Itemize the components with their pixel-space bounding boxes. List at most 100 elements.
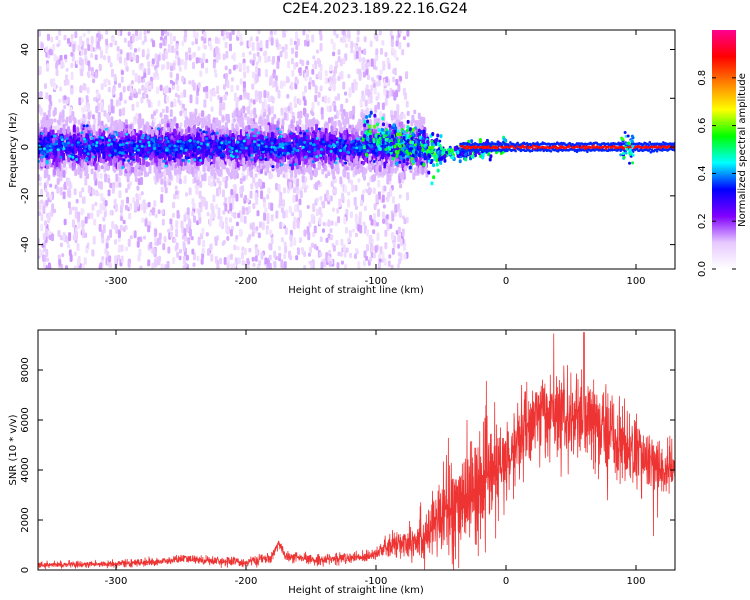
spectrogram-point: [347, 191, 351, 196]
spectrogram-point: [249, 59, 253, 64]
spectrogram-point: [251, 71, 255, 79]
spectrogram-point: [167, 44, 171, 53]
spectrogram-point: [153, 200, 157, 208]
spectrogram-point: [251, 42, 255, 52]
spectrogram-point: [311, 34, 315, 43]
spectrogram-point: [165, 95, 169, 103]
spectrogram-point: [151, 39, 155, 48]
spectrogram-point: [394, 204, 398, 214]
spectrogram-point: [71, 111, 75, 117]
spectrogram-point: [294, 103, 298, 108]
spectrogram-point: [228, 32, 232, 42]
spectrogram-point: [148, 167, 152, 174]
spectrogram-point: [220, 30, 224, 37]
spectrogram-point: [320, 107, 324, 116]
spectrogram-point: [358, 211, 362, 219]
spectrogram-point: [264, 50, 268, 56]
spectrogram-point: [209, 89, 213, 96]
spectrogram-point: [262, 181, 266, 189]
spectrogram-point: [391, 196, 395, 204]
spectrogram-point: [169, 79, 173, 84]
spectrogram-point: [377, 102, 381, 110]
spectrogram-point: [181, 75, 185, 83]
spectrogram-point: [100, 83, 104, 91]
spectrogram-point: [316, 100, 320, 106]
spectrogram-point: [197, 82, 201, 88]
spectrogram-point: [367, 163, 371, 171]
spectrogram-point: [253, 107, 257, 116]
spectrogram-point: [387, 260, 391, 267]
spectrogram-point: [143, 30, 147, 36]
spectrogram-point: [198, 190, 202, 199]
spectrogram-point: [53, 118, 57, 123]
spectrogram-point: [151, 121, 155, 128]
spectrogram-point: [412, 172, 416, 180]
spectrogram-point: [257, 68, 261, 77]
spectrogram-point: [199, 180, 203, 189]
spectrogram-point: [215, 54, 219, 63]
spectrogram-point: [254, 255, 258, 262]
spectrogram-point: [237, 212, 241, 219]
spectrogram-point: [115, 179, 119, 189]
spectrogram-point: [157, 256, 161, 266]
spectrogram-point: [80, 49, 84, 56]
spectrogram-point: [125, 188, 129, 193]
spectrogram-point: [319, 42, 323, 52]
spectrogram-point: [73, 265, 77, 269]
spectrogram-point: [222, 53, 226, 61]
spectrogram-point: [222, 176, 226, 183]
spectrogram-point: [319, 85, 323, 92]
spectrogram-point: [90, 53, 94, 59]
spectrogram-point: [87, 112, 91, 120]
spectrogram-point: [139, 176, 143, 186]
spectrogram-point: [214, 36, 218, 44]
spectrogram-point: [393, 91, 397, 101]
spectrogram-point: [343, 91, 347, 96]
spectrogram-point: [115, 173, 119, 182]
spectrogram-point: [209, 43, 213, 51]
spectrogram-point: [241, 52, 245, 58]
spectrogram-point: [239, 78, 243, 85]
spectrogram-point: [233, 244, 237, 251]
spectrogram-point: [417, 119, 421, 126]
spectrogram-point: [135, 112, 139, 119]
spectrogram-point: [167, 228, 171, 233]
spectrogram-point: [327, 219, 331, 228]
spectrogram-point: [138, 30, 142, 40]
spectrogram-point: [73, 188, 77, 196]
spectrogram-point: [264, 207, 268, 214]
spectrogram-point: [122, 107, 126, 116]
spectrogram-point: [400, 172, 404, 180]
spectrogram-point: [223, 30, 227, 36]
spectrogram-point: [353, 49, 357, 55]
spectrogram-point: [160, 178, 164, 185]
spectrogram-point: [293, 96, 297, 104]
spectrogram-point: [249, 36, 253, 42]
spectrogram-point: [134, 91, 138, 99]
spectrogram-point: [388, 254, 392, 259]
spectrogram-point: [64, 54, 68, 60]
spectrogram-point: [337, 49, 341, 56]
spectrogram-point: [193, 215, 197, 223]
spectrogram-point: [329, 81, 333, 90]
spectrogram-point: [92, 129, 96, 135]
spectrogram-point: [406, 42, 410, 48]
spectrogram-point: [183, 110, 187, 119]
spectrogram-point: [80, 208, 84, 216]
spectrogram-point: [167, 246, 171, 254]
spectrogram-point: [103, 55, 107, 61]
spectrogram-point: [348, 230, 352, 238]
spectrogram-point: [127, 85, 131, 92]
spectrogram-point: [292, 194, 296, 203]
spectrogram-point: [307, 232, 311, 241]
spectrogram-point: [354, 83, 358, 91]
spectrogram-point: [382, 204, 386, 209]
spectrogram-point: [76, 258, 80, 267]
spectrogram-point: [195, 96, 199, 105]
spectrogram-point: [350, 179, 354, 186]
spectrogram-point: [152, 247, 156, 255]
spectrogram-point: [45, 180, 49, 186]
spectrogram-point: [225, 50, 229, 59]
spectrogram-point: [375, 96, 379, 101]
spectrogram-point: [344, 43, 348, 48]
